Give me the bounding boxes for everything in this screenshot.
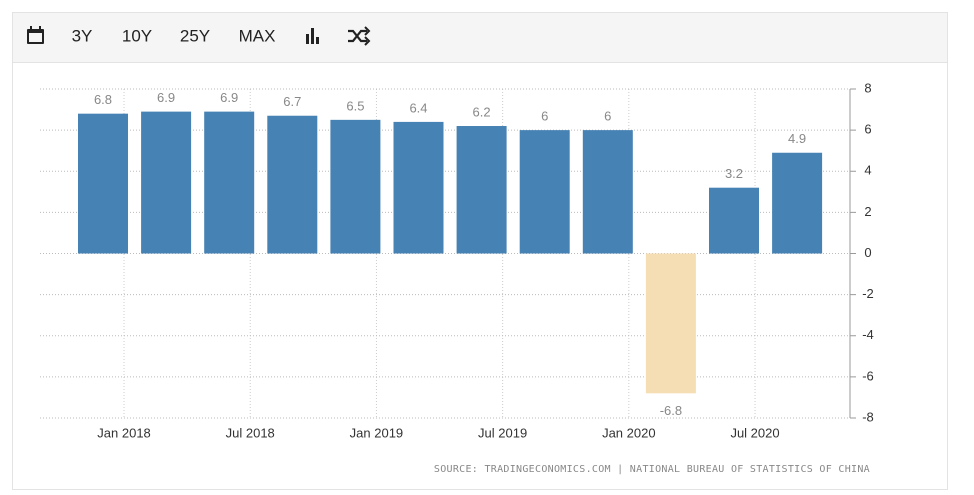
- value-label: 6: [604, 109, 611, 124]
- value-label: 6: [541, 109, 548, 124]
- bar: [709, 187, 759, 254]
- bar: [519, 130, 570, 254]
- value-label: 6.2: [473, 104, 491, 119]
- y-tick-label: 2: [864, 204, 871, 219]
- x-tick-label: Jul 2019: [478, 425, 527, 440]
- bar: [456, 126, 507, 254]
- x-tick-label: Jul 2018: [226, 425, 275, 440]
- bar: [267, 115, 318, 254]
- x-tick-label: Jan 2019: [350, 425, 404, 440]
- bar: [772, 152, 823, 254]
- value-label: -6.8: [660, 403, 682, 418]
- calendar-icon[interactable]: [27, 26, 44, 44]
- y-tick-label: 8: [864, 80, 871, 95]
- value-label: 6.8: [94, 92, 112, 107]
- y-tick-label: -8: [862, 409, 874, 424]
- range-button[interactable]: 25Y: [180, 26, 210, 45]
- bar: [645, 253, 696, 394]
- value-label: 6.4: [409, 100, 427, 115]
- bar: [141, 111, 192, 254]
- bar: [204, 111, 255, 254]
- source: SOURCE: TRADINGECONOMICS.COM | NATIONAL …: [434, 464, 870, 475]
- range-button[interactable]: MAX: [239, 26, 276, 45]
- value-label: 3.2: [725, 166, 743, 181]
- y-tick-label: -2: [862, 286, 874, 301]
- bar: [78, 113, 128, 254]
- y-tick-label: -6: [862, 368, 874, 383]
- bar: [330, 119, 381, 254]
- bar: [582, 130, 633, 254]
- x-tick-label: Jan 2020: [602, 425, 656, 440]
- range-button[interactable]: 10Y: [122, 26, 152, 45]
- value-label: 6.9: [220, 90, 238, 105]
- x-tick-label: Jan 2018: [97, 425, 151, 440]
- shuffle-icon[interactable]: [348, 26, 371, 46]
- value-label: 6.9: [157, 90, 175, 105]
- toolbar: [12, 12, 948, 63]
- value-label: 4.9: [788, 131, 806, 146]
- y-tick-label: 0: [864, 245, 871, 260]
- y-tick-label: -4: [862, 327, 874, 342]
- x-tick-label: Jul 2020: [730, 425, 779, 440]
- range-button[interactable]: 3Y: [72, 26, 93, 45]
- y-tick-label: 4: [864, 163, 871, 178]
- bar-chart-icon[interactable]: [306, 28, 319, 44]
- y-tick-label: 6: [864, 122, 871, 137]
- value-label: 6.7: [283, 94, 301, 109]
- value-label: 6.5: [346, 98, 364, 113]
- bar: [393, 121, 444, 254]
